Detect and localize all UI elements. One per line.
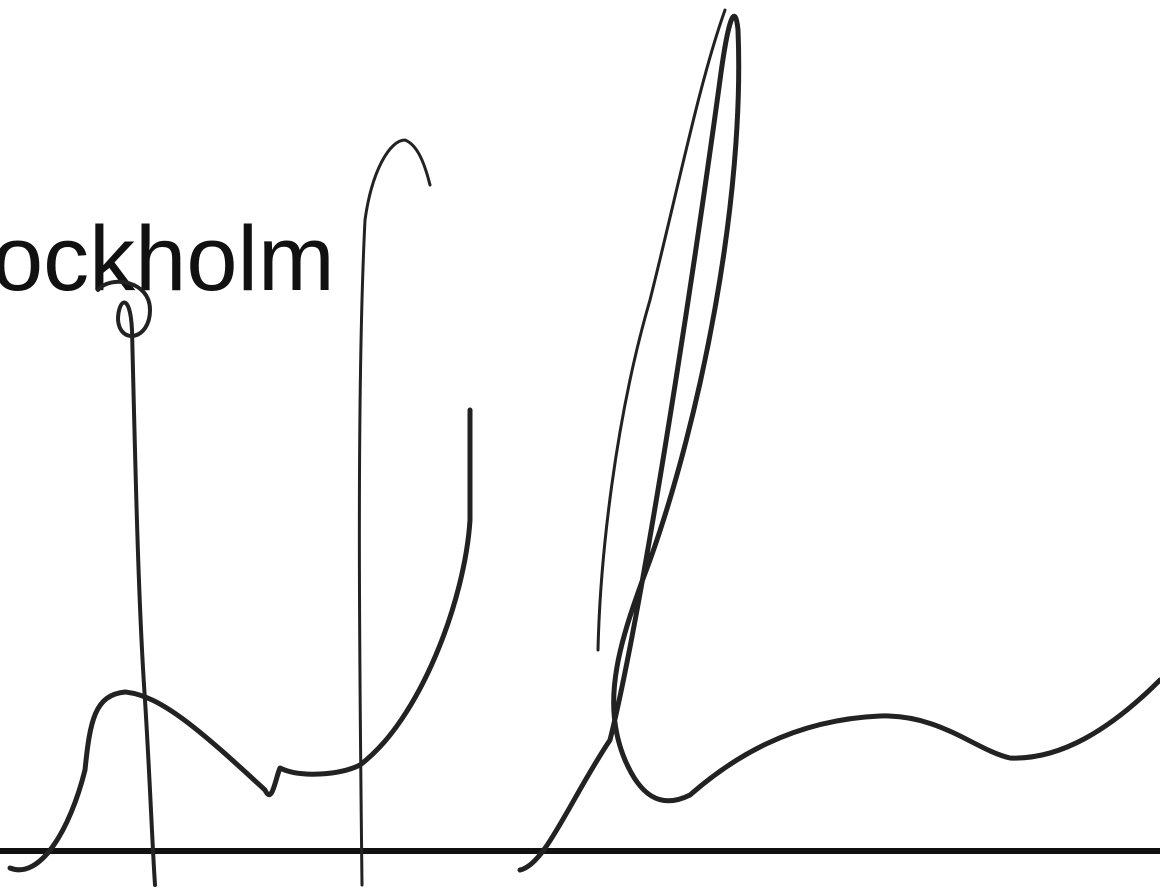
signature-stroke (7, 407, 473, 873)
signature-stroke (96, 279, 157, 887)
signature-stroke (357, 138, 432, 887)
place-name: ockholm (0, 208, 335, 310)
signature (7, 8, 1160, 887)
signature-stroke (596, 8, 727, 652)
signature-stroke (517, 13, 1160, 873)
